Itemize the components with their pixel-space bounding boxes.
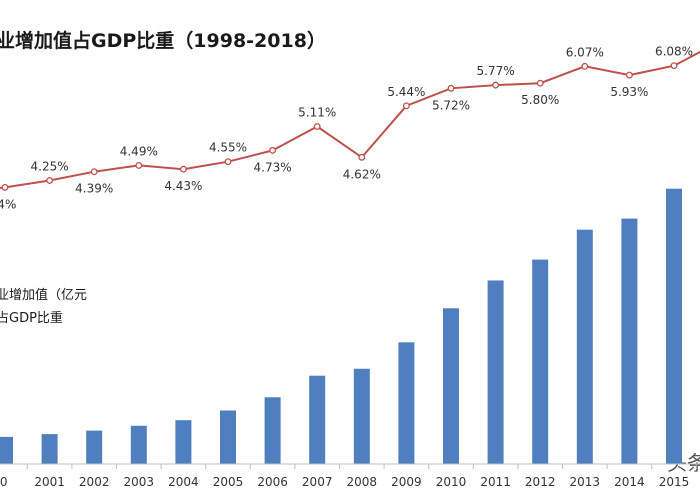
ratio-point-000 bbox=[1, 183, 9, 191]
ratio-point-2012 bbox=[536, 79, 544, 87]
ratio-point-2003 bbox=[135, 161, 143, 169]
x-tick-label-2002: 2002 bbox=[79, 475, 110, 489]
bar-2012 bbox=[532, 259, 549, 464]
bar-2011 bbox=[487, 280, 504, 464]
bar-2006 bbox=[264, 397, 281, 464]
ratio-point-2007 bbox=[313, 123, 321, 130]
x-tick-label-2001: 2001 bbox=[34, 475, 65, 489]
bar-2015 bbox=[666, 188, 682, 464]
ratio-point-2001 bbox=[46, 177, 54, 184]
x-tick-label-2011: 2011 bbox=[480, 475, 511, 489]
bar-2013 bbox=[576, 229, 593, 464]
ratio-point-2014 bbox=[625, 71, 633, 79]
ratio-label-2015: 6.08% bbox=[655, 45, 693, 59]
ratio-label-2007: 5.11% bbox=[298, 106, 336, 120]
legend-line-label: 占GDP比重 bbox=[0, 311, 63, 326]
bar-2003 bbox=[130, 425, 147, 464]
ratio-label-2012: 5.80% bbox=[521, 93, 559, 107]
ratio-point-2005 bbox=[224, 158, 232, 166]
x-tick-label-2012: 2012 bbox=[525, 475, 556, 489]
x-tick-label-2009: 2009 bbox=[391, 475, 422, 489]
x-tick-label-2005: 2005 bbox=[213, 475, 244, 489]
ratio-label-2006: 4.73% bbox=[254, 160, 292, 174]
bar-2002 bbox=[86, 430, 103, 464]
bar-2010 bbox=[443, 308, 459, 464]
legend-bar-label: 业增加值（亿元 bbox=[0, 288, 88, 303]
ratio-point-2006 bbox=[269, 146, 277, 154]
ratio-label-2005: 4.55% bbox=[209, 141, 247, 155]
ratio-point-2013 bbox=[581, 62, 589, 70]
bars-layer bbox=[0, 188, 682, 464]
ratio-label-2011: 5.77% bbox=[477, 64, 515, 78]
x-tick-label-2014: 2014 bbox=[614, 475, 645, 489]
ratio-label-2014: 5.93% bbox=[610, 85, 648, 99]
bar-2004 bbox=[175, 420, 192, 464]
bar-2008 bbox=[353, 368, 370, 464]
x-tick-label-2007: 2007 bbox=[302, 475, 333, 489]
ratio-point-2015 bbox=[670, 62, 678, 70]
ratio-label-2008: 4.62% bbox=[343, 167, 381, 181]
bar-2005 bbox=[220, 410, 236, 464]
bar-2007 bbox=[309, 375, 326, 464]
ratio-label-000: 14% bbox=[0, 197, 16, 211]
bar-2014 bbox=[621, 218, 638, 464]
x-tick-label-2015: 2015 bbox=[659, 475, 690, 489]
x-tick-label-2010: 2010 bbox=[436, 475, 467, 489]
chart-title: 业增加值占GDP比重（1998-2018） bbox=[0, 30, 326, 52]
ratio-point-2010 bbox=[447, 84, 455, 92]
ratio-label-2003: 4.49% bbox=[120, 144, 158, 158]
ratio-point-2011 bbox=[492, 81, 500, 89]
x-tick-label-2006: 2006 bbox=[257, 475, 288, 489]
ratio-point-2002 bbox=[90, 168, 98, 176]
ratio-label-2004: 4.43% bbox=[164, 179, 202, 193]
ratio-line bbox=[0, 50, 700, 189]
ratio-label-2013: 6.07% bbox=[566, 45, 604, 59]
x-tick-label-2013: 2013 bbox=[570, 475, 601, 489]
ratio-label-2001: 4.25% bbox=[31, 159, 69, 173]
bar-000 bbox=[0, 436, 13, 464]
ratio-label-2009: 5.44% bbox=[387, 85, 425, 99]
x-tick-label-2003: 2003 bbox=[124, 475, 155, 489]
x-tick-label-2004: 2004 bbox=[168, 475, 199, 489]
x-tick-label-2008: 2008 bbox=[347, 475, 378, 489]
line-layer: 14% 4.25% 4.39% 4.49% 4.43% 4.55% 4.73% 5.11% 4.… bbox=[0, 45, 700, 211]
ratio-label-2010: 5.72% bbox=[432, 98, 470, 112]
ratio-point-2008 bbox=[358, 153, 366, 161]
x-axis: 000 2001 2002 2003 2004 2005 2006 2007 2008 2009 2… bbox=[0, 463, 700, 489]
ratio-point-2004 bbox=[179, 165, 187, 173]
x-tick-label-000: 000 bbox=[0, 475, 7, 489]
ratio-label-2002: 4.39% bbox=[75, 182, 113, 196]
ratio-point-2009 bbox=[402, 102, 410, 110]
bar-2001 bbox=[41, 434, 58, 464]
bar-2009 bbox=[398, 342, 415, 464]
